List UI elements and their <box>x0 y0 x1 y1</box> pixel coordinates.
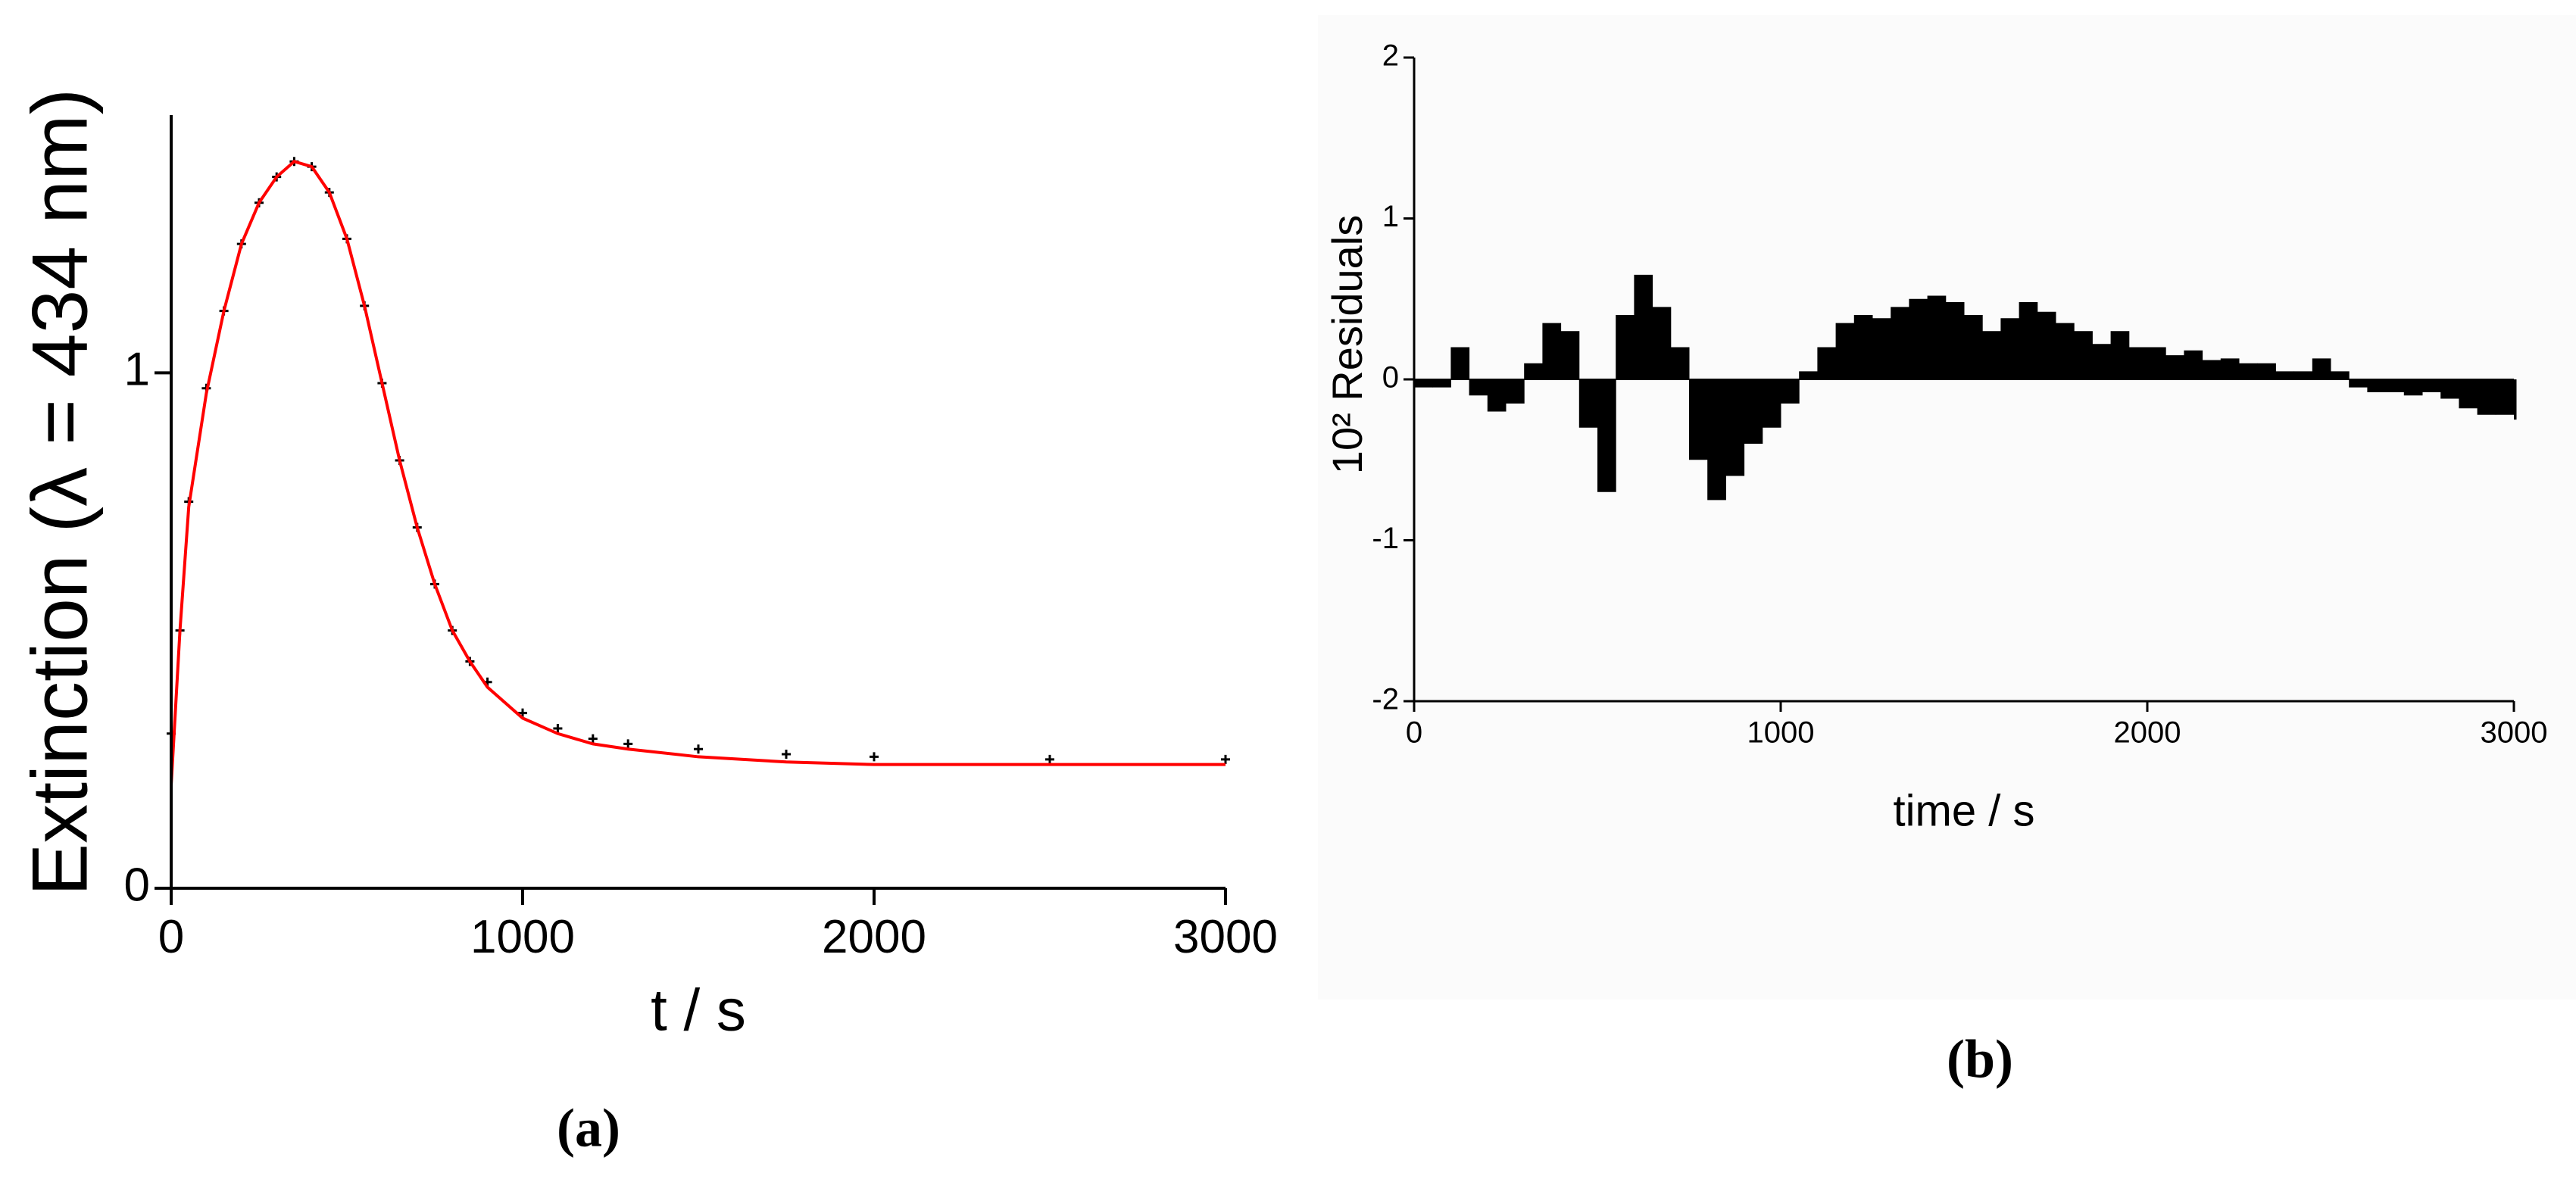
x-tick-label: 1000 <box>1747 716 1815 750</box>
residual-bar <box>2056 323 2075 379</box>
x-tick-label: 0 <box>158 911 184 963</box>
x-tick-label: 1000 <box>470 911 575 963</box>
residual-bar <box>1469 379 1488 396</box>
residual-bar <box>1853 315 1873 379</box>
residual-bar <box>1744 379 1763 444</box>
residual-bar <box>1799 371 1818 379</box>
data-marker <box>588 734 598 744</box>
residual-bar <box>2349 379 2368 388</box>
x-tick-label: 2000 <box>822 911 926 963</box>
residual-bar <box>2037 311 2056 379</box>
y-axis-label: Extinction (λ = 434 nm) <box>16 89 104 896</box>
residual-bar <box>2019 302 2038 379</box>
residual-bar <box>1964 315 1983 379</box>
y-tick-label: 0 <box>124 859 150 911</box>
residual-bar <box>2147 347 2166 379</box>
residual-bar <box>2367 379 2387 392</box>
residual-bar <box>2128 347 2148 379</box>
residual-bar <box>2403 379 2423 396</box>
residual-bar <box>1927 295 1947 379</box>
y-tick-label: 2 <box>1382 39 1399 73</box>
residual-bar <box>1542 323 1562 379</box>
data-marker <box>518 708 527 718</box>
residual-bar <box>2202 360 2222 379</box>
residual-bar <box>1652 307 1672 379</box>
residual-bar <box>2477 379 2496 415</box>
residual-bar <box>1432 379 1451 388</box>
residual-bar <box>2275 371 2295 379</box>
residual-bar <box>1909 298 1928 379</box>
residual-bar <box>1707 379 1726 501</box>
residual-bar <box>2495 379 2515 415</box>
residual-bar <box>2165 355 2184 379</box>
residual-bar <box>2110 331 2130 379</box>
residual-bar <box>1817 347 1837 379</box>
x-axis-label: time / s <box>1894 786 2035 835</box>
residual-bar <box>2239 363 2258 379</box>
residual-bar <box>1597 379 1616 492</box>
y-tick-label: 1 <box>1382 200 1399 233</box>
y-tick-label: 1 <box>124 344 150 396</box>
data-marker <box>1221 754 1230 764</box>
x-tick-label: 3000 <box>2481 716 2548 750</box>
data-marker <box>870 752 879 762</box>
residual-bar <box>1891 307 1909 379</box>
residual-bar <box>1616 315 1635 379</box>
data-marker <box>623 739 633 749</box>
x-axis-label: t / s <box>651 977 746 1043</box>
residual-bar <box>1982 331 2001 379</box>
residual-bar <box>1872 318 1891 379</box>
residual-bar <box>1450 347 1470 379</box>
residual-bar <box>2422 379 2441 392</box>
residual-bar <box>2257 363 2276 379</box>
panel-b-background <box>1318 15 2576 1000</box>
residual-bar <box>1560 331 1580 379</box>
residual-bar <box>2220 358 2240 379</box>
residual-bar <box>1414 379 1433 388</box>
y-tick-label: 0 <box>1382 361 1399 395</box>
residual-bar <box>1524 363 1543 379</box>
residual-bar <box>1578 379 1598 428</box>
x-tick-label: 0 <box>1406 716 1422 750</box>
residual-bar <box>2184 350 2203 379</box>
residual-bar <box>2385 379 2405 392</box>
data-marker <box>694 744 703 754</box>
residual-bar <box>1725 379 1745 476</box>
residual-bar <box>2074 331 2093 379</box>
residual-bar <box>1781 379 1800 404</box>
residual-bar <box>1689 379 1708 460</box>
panel-label: (a) <box>557 1098 620 1159</box>
x-tick-label: 2000 <box>2114 716 2181 750</box>
residual-bar <box>1835 323 1855 379</box>
residual-bar <box>2293 371 2313 379</box>
x-tick-label: 3000 <box>1173 911 1278 963</box>
residual-bar <box>2331 371 2350 379</box>
y-axis-label: 10² Residuals <box>1323 215 1371 474</box>
residual-bar <box>2312 358 2331 379</box>
data-marker <box>553 723 563 733</box>
data-marker <box>1045 754 1054 764</box>
residual-bar <box>2000 318 2020 379</box>
y-tick-label: -2 <box>1372 683 1399 716</box>
data-marker <box>782 750 791 759</box>
residual-bar <box>1634 274 1653 379</box>
panel-label: (b) <box>1947 1029 2013 1090</box>
residual-bar <box>1945 302 1965 379</box>
residual-bar <box>1670 347 1690 379</box>
residual-bar <box>1506 379 1525 404</box>
residual-bar <box>2514 379 2517 420</box>
residual-bar <box>2092 344 2112 379</box>
residual-bar <box>2440 379 2459 399</box>
residual-bar <box>1487 379 1507 412</box>
fit-line <box>170 160 1226 785</box>
residual-bar <box>2459 379 2478 409</box>
residual-bar <box>1762 379 1781 428</box>
y-tick-label: -1 <box>1372 522 1399 555</box>
